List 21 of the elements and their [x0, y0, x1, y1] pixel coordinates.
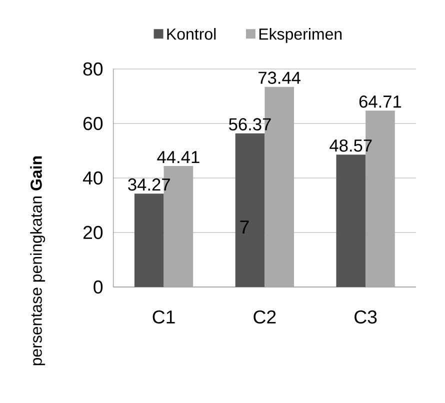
x-tick-label: C2	[254, 310, 276, 324]
y-axis-title: persentase peningkatan Gain	[30, 156, 46, 366]
data-label: 48.57	[330, 139, 372, 152]
legend-label: Eksperimen	[259, 28, 342, 43]
y-tick-label: 40	[82, 171, 103, 185]
data-label: 44.41	[157, 151, 200, 164]
data-label: 73.44	[258, 72, 301, 84]
y-tick-label: 0	[94, 280, 103, 294]
bar	[134, 194, 164, 287]
data-label: 64.71	[359, 95, 402, 108]
y-tick-label: 20	[83, 226, 103, 240]
y-tick-label: 60	[83, 116, 103, 130]
x-tick-label: C3	[354, 310, 377, 324]
legend-label: Kontrol	[167, 28, 216, 40]
y-tick-label: 80	[83, 62, 103, 76]
bar	[235, 133, 265, 287]
bar	[336, 154, 366, 287]
x-tick-label: C1	[152, 310, 175, 324]
annotation: 7	[240, 220, 249, 234]
data-label: 56.37	[229, 118, 271, 130]
data-label: 34.27	[128, 178, 170, 191]
